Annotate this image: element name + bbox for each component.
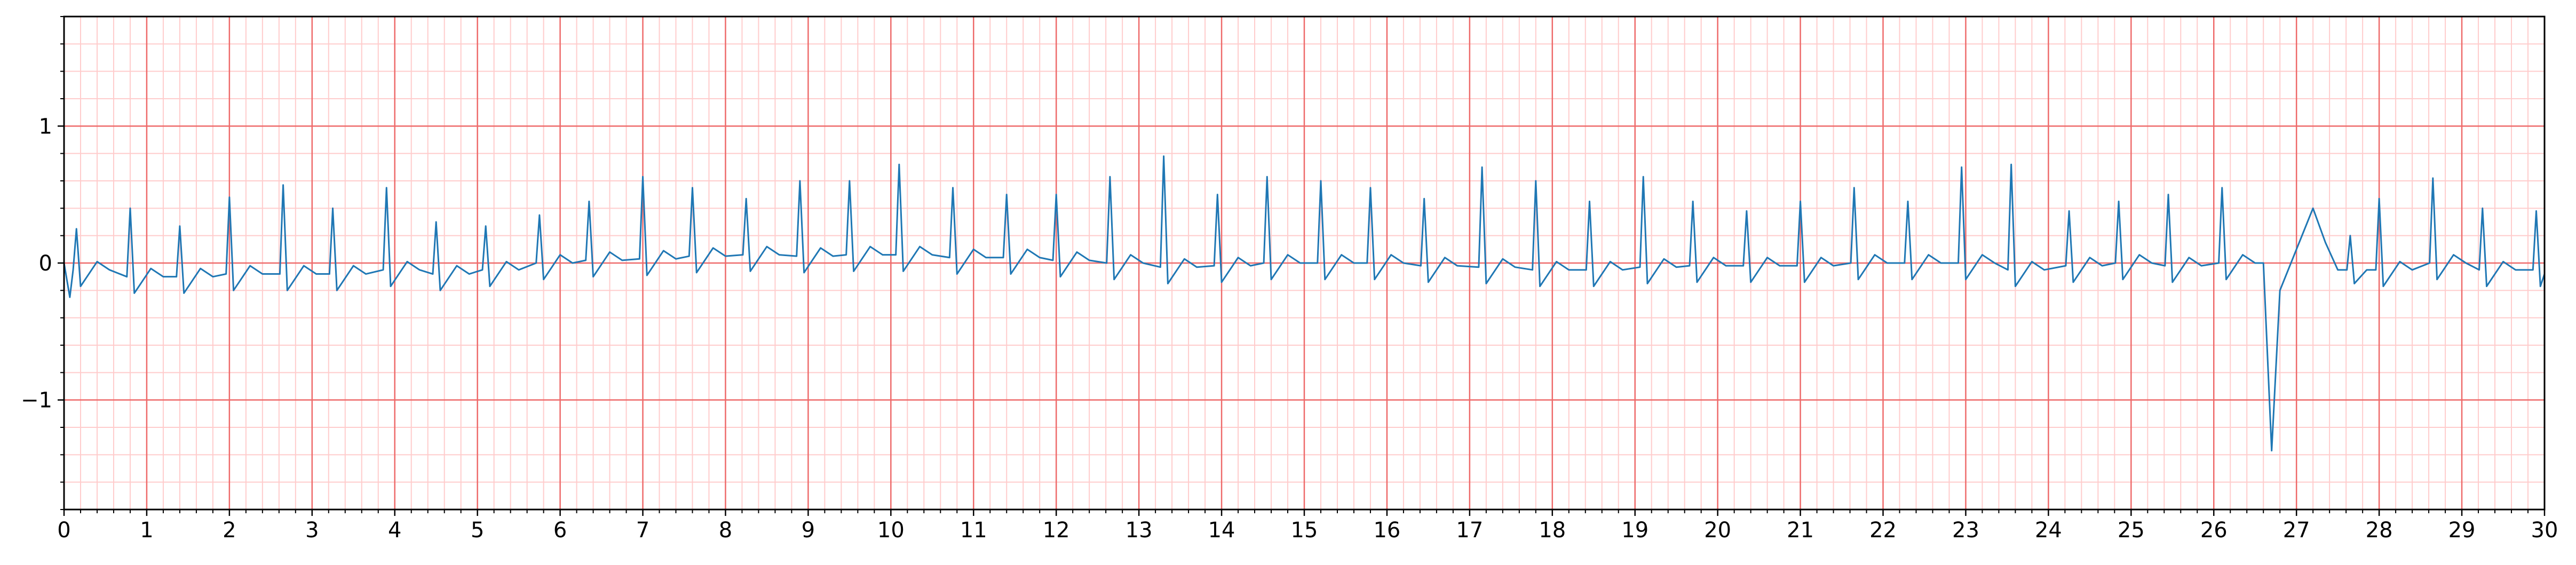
x-tick-label: 18 bbox=[1539, 518, 1566, 543]
x-tick-label: 7 bbox=[636, 518, 649, 543]
x-tick-label: 25 bbox=[2118, 518, 2145, 543]
x-tick-label: 19 bbox=[1621, 518, 1648, 543]
x-tick-label: 20 bbox=[1704, 518, 1731, 543]
x-tick-label: 17 bbox=[1456, 518, 1483, 543]
x-tick-label: 5 bbox=[471, 518, 484, 543]
x-tick-label: 9 bbox=[802, 518, 815, 543]
ecg-line bbox=[63, 155, 2546, 452]
x-tick-label: 11 bbox=[960, 518, 987, 543]
x-tick-label: 24 bbox=[2035, 518, 2062, 543]
x-tick-label: 14 bbox=[1208, 518, 1235, 543]
x-tick-label: 3 bbox=[305, 518, 319, 543]
x-tick-label: 2 bbox=[223, 518, 236, 543]
x-tick-label: 4 bbox=[388, 518, 401, 543]
x-tick-label: 16 bbox=[1373, 518, 1400, 543]
x-tick-label: 22 bbox=[1869, 518, 1897, 543]
x-tick-label: 1 bbox=[140, 518, 153, 543]
x-tick-label: 13 bbox=[1125, 518, 1153, 543]
x-tick-label: 12 bbox=[1043, 518, 1070, 543]
x-tick-label: 28 bbox=[2366, 518, 2393, 543]
x-tick-label: 27 bbox=[2283, 518, 2310, 543]
x-tick-label: 15 bbox=[1291, 518, 1318, 543]
x-tick-label: 29 bbox=[2448, 518, 2476, 543]
x-tick-label: 30 bbox=[2531, 518, 2558, 543]
y-tick-label: 0 bbox=[39, 251, 52, 276]
x-tick-label: 6 bbox=[553, 518, 567, 543]
x-tick-label: 23 bbox=[1952, 518, 1979, 543]
x-tick-label: 21 bbox=[1787, 518, 1814, 543]
y-tick-label: −1 bbox=[21, 388, 52, 413]
x-tick-label: 8 bbox=[719, 518, 732, 543]
x-tick-label: 26 bbox=[2200, 518, 2228, 543]
x-tick-label: 0 bbox=[57, 518, 70, 543]
x-tick-label: 10 bbox=[877, 518, 905, 543]
y-tick-label: 1 bbox=[39, 114, 52, 139]
